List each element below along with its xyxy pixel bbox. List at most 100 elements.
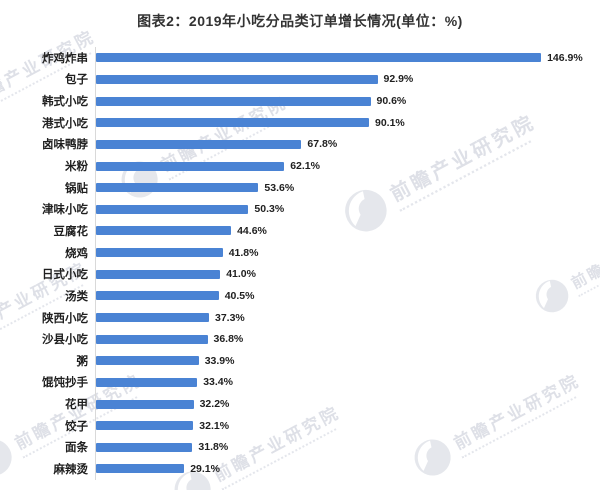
chart-title: 图表2：2019年小吃分品类订单增长情况(单位：%): [137, 13, 463, 29]
chart-row: 锅贴 53.6%: [0, 176, 600, 199]
chart-row: 韩式小吃 90.6%: [0, 90, 600, 112]
value-label: 31.8%: [198, 441, 229, 454]
chart-row: 卤味鸭脖 67.8%: [0, 133, 600, 156]
category-label: 花甲: [65, 399, 88, 412]
bar-track: 41.0%: [95, 263, 600, 286]
value-label: 37.3%: [215, 311, 245, 324]
value-label: 29.1%: [190, 462, 220, 475]
chart-row: 烧鸡 41.8%: [0, 241, 600, 264]
value-label: 67.8%: [307, 138, 338, 151]
category-label: 沙县小吃: [42, 334, 88, 347]
chart-row: 豆腐花 44.6%: [0, 220, 600, 242]
bar: [96, 96, 371, 106]
category-label: 津味小吃: [42, 204, 88, 217]
bar: [96, 399, 194, 409]
chart-row: 米粉 62.1%: [0, 155, 600, 177]
chart-row: 津味小吃 50.3%: [0, 198, 600, 221]
chart-row: 汤类 40.5%: [0, 285, 600, 307]
value-label: 50.3%: [254, 203, 285, 216]
value-label: 32.2%: [199, 398, 230, 411]
bar: [96, 313, 209, 322]
bar: [96, 421, 194, 431]
chart-row: 麻辣烫 29.1%: [0, 458, 600, 480]
bar-track: 32.2%: [95, 393, 600, 415]
chart-row: 沙县小吃 36.8%: [0, 328, 600, 350]
category-label: 粥: [76, 355, 89, 368]
value-label: 32.1%: [199, 419, 230, 432]
chart-row: 馄饨抄手 33.4%: [0, 371, 600, 394]
value-label: 40.5%: [224, 289, 255, 302]
category-label: 卤味鸭脖: [42, 139, 88, 152]
bar-track: 146.9%: [95, 47, 600, 69]
category-label: 炸鸡炸串: [42, 52, 88, 65]
category-label: 麻辣烫: [53, 463, 89, 476]
bar: [96, 53, 542, 63]
bar-track: 36.8%: [95, 328, 600, 350]
bar-track: 41.8%: [95, 241, 600, 264]
bar: [96, 356, 199, 366]
category-label: 包子: [65, 74, 88, 87]
chart-row: 港式小吃 90.1%: [0, 111, 600, 134]
bar: [96, 248, 223, 258]
value-label: 36.8%: [213, 333, 244, 346]
value-label: 33.9%: [204, 354, 235, 367]
category-label: 韩式小吃: [42, 96, 88, 109]
bar: [96, 161, 285, 171]
value-label: 41.8%: [228, 246, 259, 259]
bar-track: 33.4%: [95, 371, 600, 394]
category-label: 陕西小吃: [42, 312, 88, 325]
chart-row: 饺子 32.1%: [0, 414, 600, 437]
chart-row: 炸鸡炸串 146.9%: [0, 47, 600, 69]
chart-row: 粥 33.9%: [0, 349, 600, 372]
bar-track: 90.1%: [95, 111, 600, 134]
bar-chart: 炸鸡炸串 146.9% 包子 92.9% 韩式小吃 90.6% 港式小吃 90.1% 卤味鸭脖 6…: [0, 47, 600, 480]
chart-row: 花甲 32.2%: [0, 393, 600, 415]
category-label: 汤类: [65, 290, 88, 303]
bar-track: 92.9%: [95, 68, 600, 91]
value-label: 53.6%: [264, 181, 295, 194]
value-label: 62.1%: [290, 160, 320, 173]
bar-track: 50.3%: [95, 198, 600, 221]
bar: [96, 204, 249, 214]
bar-track: 37.3%: [95, 306, 600, 329]
bar: [96, 74, 378, 84]
category-label: 米粉: [65, 161, 88, 174]
value-label: 44.6%: [237, 224, 267, 237]
bar: [96, 183, 259, 193]
chart-row: 陕西小吃 37.3%: [0, 306, 600, 329]
value-label: 146.9%: [547, 51, 583, 64]
value-label: 90.6%: [376, 95, 407, 108]
category-label: 日式小吃: [42, 269, 88, 282]
bar: [96, 269, 221, 279]
bar-track: 33.9%: [95, 349, 600, 372]
value-label: 90.1%: [375, 116, 405, 129]
value-label: 33.4%: [203, 376, 233, 389]
bar: [96, 377, 198, 387]
bar: [96, 118, 369, 128]
bar: [96, 291, 219, 301]
bar: [96, 464, 185, 474]
category-label: 港式小吃: [42, 117, 88, 130]
category-label: 烧鸡: [65, 247, 88, 260]
chart-row: 日式小吃 41.0%: [0, 263, 600, 286]
chart-row: 面条 31.8%: [0, 436, 600, 459]
bar: [96, 442, 193, 452]
bar: [96, 226, 232, 236]
category-label: 豆腐花: [53, 225, 89, 238]
bar-track: 67.8%: [95, 133, 600, 156]
chart-row: 包子 92.9%: [0, 68, 600, 91]
bar-track: 62.1%: [95, 155, 600, 177]
bar-track: 90.6%: [95, 90, 600, 112]
bar: [96, 139, 302, 149]
bar-track: 29.1%: [95, 458, 600, 480]
category-label: 面条: [65, 442, 88, 455]
bar-track: 53.6%: [95, 176, 600, 199]
category-label: 饺子: [65, 420, 88, 433]
value-label: 41.0%: [226, 268, 256, 281]
bar-track: 32.1%: [95, 414, 600, 437]
bar-track: 31.8%: [95, 436, 600, 459]
category-label: 馄饨抄手: [42, 377, 88, 390]
bar-track: 40.5%: [95, 285, 600, 307]
bar-track: 44.6%: [95, 220, 600, 242]
